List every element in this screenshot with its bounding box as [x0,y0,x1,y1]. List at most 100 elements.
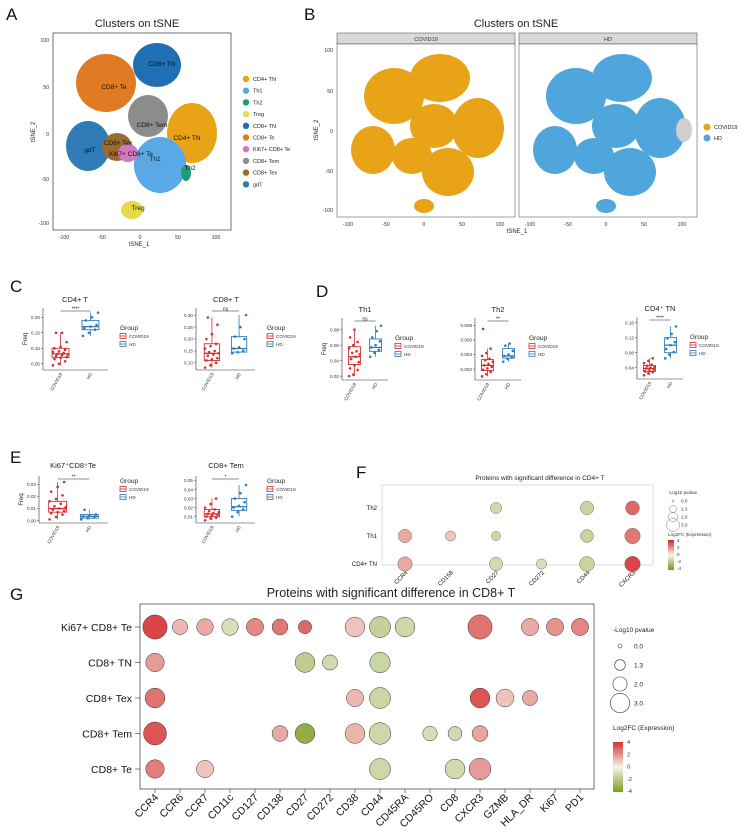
data-point [350,351,354,355]
dot-Ki67+ CD8+ Te-CCR4 [142,614,168,640]
group-legend-title: Group [120,478,138,485]
data-point [57,350,61,353]
tsne-blob [604,148,656,196]
column-label: CD127 [230,792,262,824]
legend-key [242,181,250,188]
color-legend-tick: 4 [677,538,680,543]
data-point [63,360,67,363]
tsne-blob [410,54,470,102]
color-legend-tick: -4 [677,566,682,571]
dot-Ki67+ CD8+ Te-Ki67 [546,618,564,636]
legend-label: CD4+ TN [253,77,276,83]
data-point [79,518,83,521]
panel-f-plot-frame [381,484,654,566]
color-legend-step [668,564,674,566]
data-point [481,327,485,331]
color-legend-step [613,767,623,769]
box-plot-cd4t: CD4+ T 0.20 0.15 0.10 0.05 Freq COVID19 HD **** G… [23,295,149,392]
legend-key [242,122,250,129]
data-point [60,353,64,357]
box-plot-th2: Th2 0.008 0.006 0.004 0.002 COVID19 HD ** Group C… [461,305,559,402]
color-legend-step [668,550,674,553]
size-legend-label: 1.3 [634,663,643,670]
y-tick-label: 0.10 [184,361,193,366]
legend-key [242,99,250,106]
data-point [485,372,488,376]
color-legend-step [668,556,674,559]
data-point [212,353,215,356]
panel-letter-g: G [10,585,23,604]
data-point [54,354,58,358]
color-legend-tick: -2 [627,777,632,783]
color-legend-step [613,773,623,775]
size-legend-title: -Log10 pvalue [613,627,655,634]
x-tick-label: COVID19 [638,381,652,401]
data-point [508,342,511,345]
y-tick-label: -100 [323,208,333,214]
data-point [233,335,237,338]
data-point [647,372,650,375]
row-label: CD4+ TN [352,562,377,568]
group-legend-label: HD [276,495,283,500]
dot-Ki67+ CD8+ Te-CD138 [271,618,289,636]
panel-a-blobs [66,43,217,219]
row-label: Ki67+ CD8+ Te [61,622,132,634]
legend-label-hd: HD [714,136,722,142]
column-label: CCR6 [157,792,186,821]
x-tick-label: HD [371,381,379,390]
group-legend-label: HD [129,495,136,500]
legend-key [242,75,250,83]
y-tick-label: 0.06 [330,343,339,348]
data-point [51,350,55,354]
data-point [480,354,484,358]
dot-CD8+ Tem-CD138 [271,725,289,742]
data-point [93,328,97,332]
dot-CD8+ Tex-CXCR3 [469,687,491,709]
dot-CD8+ TN-CD27 [294,652,316,673]
color-legend-step [613,778,623,780]
y-tick-label: 0.15 [31,331,40,336]
dot-Th1-CD44 [580,529,594,543]
data-point [239,491,242,495]
data-point [63,348,67,352]
legend-key-covid19 [703,123,711,131]
dot-Ki67+ CD8+ Te-CXCR3 [467,614,493,640]
color-legend-step [613,784,623,786]
column-label: CD138 [255,792,287,824]
dot-Ki67+ CD8+ Te-PD1 [571,618,589,636]
x-tick-label: HD [504,381,512,390]
x-tick-label: -100 [343,222,353,228]
y-tick-label: 0.006 [461,338,473,343]
x-tick-label: -50 [98,235,106,241]
data-point [356,368,359,372]
data-point [357,360,361,364]
x-tick-label: HD [86,371,94,380]
data-point [489,370,492,374]
legend-label-covid19: COVID19 [714,125,738,131]
data-point [244,483,248,487]
data-point [59,345,62,349]
data-point [674,325,678,328]
data-point [491,360,495,364]
cluster-label: CD8+ TN [148,61,175,68]
dot-Th2-CXCR3 [625,500,640,516]
legend-key-hd [703,134,711,142]
y-tick-label: 0.008 [461,323,473,328]
color-legend-step [668,546,674,548]
hd-cloud [533,54,692,213]
data-point [356,340,359,344]
cluster-cd8tn-blob [133,43,181,87]
panel-b-ylabel: tSNE_2 [314,119,320,140]
data-point [348,367,352,370]
data-point [87,331,91,335]
covid19-cloud [351,54,504,213]
data-point [648,369,651,372]
data-point [206,512,210,516]
box-plot-cd8t: CD8+ T 0.30 0.25 0.20 0.15 0.10 COVID19 HD ns Gro… [184,295,296,392]
data-point [507,353,510,356]
data-point [241,349,245,353]
legend-label: CD8+ Tex [253,171,277,177]
legend-key [242,110,250,118]
dot-CD8+ Tex-CD38 [346,689,364,707]
